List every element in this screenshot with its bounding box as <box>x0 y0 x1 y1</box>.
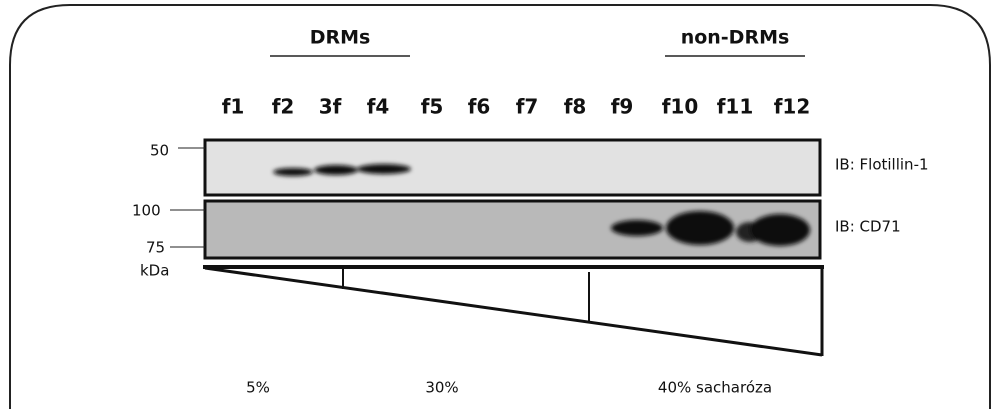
lane-label: 3f <box>319 95 342 119</box>
gradient-label: 5% <box>246 379 270 397</box>
unit-label: kDa <box>140 262 169 280</box>
lane-label: f1 <box>222 95 245 119</box>
gradient-label: 30% <box>425 379 458 397</box>
lane-label: f2 <box>272 95 295 119</box>
blot-label: IB: Flotillin-1 <box>835 156 929 174</box>
marker-label: 75 <box>146 239 165 257</box>
lane-label: f10 <box>662 95 699 119</box>
lane-label: f9 <box>611 95 634 119</box>
lane-label: f5 <box>421 95 444 119</box>
marker-label: 50 <box>150 142 169 160</box>
lane-label: f8 <box>564 95 587 119</box>
blot <box>205 140 820 195</box>
lane-label: f4 <box>367 95 390 119</box>
lane-label: f11 <box>717 95 754 119</box>
lane-label: f12 <box>774 95 811 119</box>
lane-label: f6 <box>468 95 491 119</box>
figure: DRMs non-DRMs f1f23ff4f5f6f7f8f9f10f11f1… <box>0 0 998 409</box>
group-label: DRMs <box>310 27 371 49</box>
lane-label: f7 <box>516 95 539 119</box>
lane-labels: f1 f2 3f f4 f5 f6 f7 f8 f9 f10 f11 f12 <box>222 95 811 119</box>
marker-label: 100 <box>132 202 161 220</box>
gradient-wedge <box>203 267 824 356</box>
gradient-label: 40% sacharóza <box>658 379 772 397</box>
blot-label: IB: CD71 <box>835 218 901 236</box>
group-label: non-DRMs <box>681 27 790 49</box>
